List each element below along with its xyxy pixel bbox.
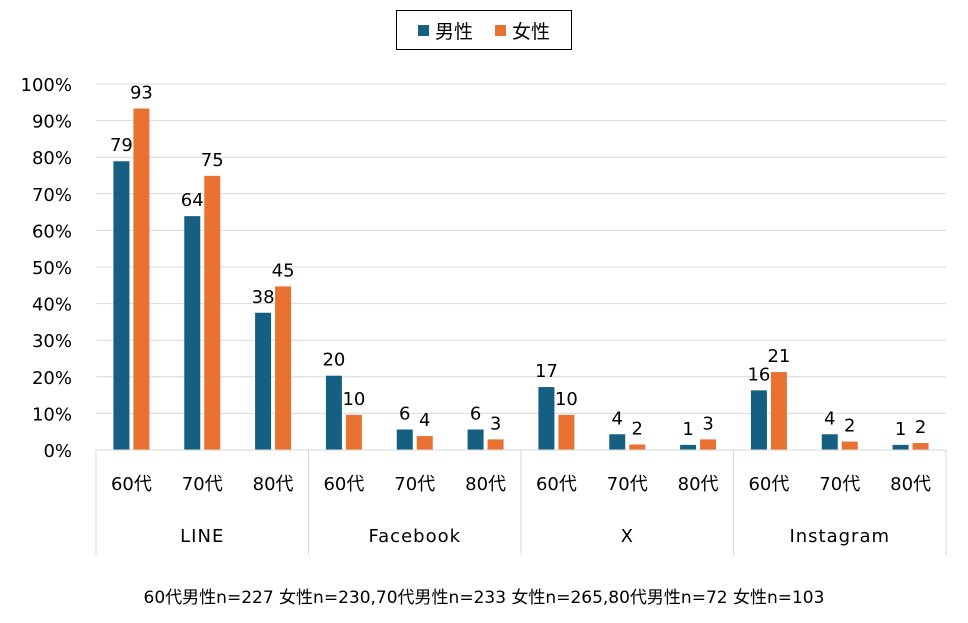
bar-male — [467, 429, 484, 450]
data-label-female: 2 — [844, 416, 855, 437]
x-category-label: 70代 — [819, 474, 860, 495]
data-label-male: 6 — [399, 404, 410, 425]
bar-female — [275, 286, 292, 450]
sample-size-note: 60代男性n=227 女性n=230,70代男性n=233 女性n=265,80… — [143, 588, 825, 608]
x-category-label: 60代 — [111, 474, 152, 495]
y-tick-label: 100% — [21, 75, 72, 96]
legend-item-male: 男性 — [417, 17, 473, 44]
data-label-male: 1 — [895, 419, 906, 440]
x-category-label: 80代 — [890, 474, 931, 495]
bar-female — [700, 439, 717, 450]
legend-swatch-male — [417, 24, 429, 36]
bar-male — [609, 434, 626, 450]
x-category-label: 70代 — [607, 474, 648, 495]
bar-female — [204, 175, 221, 450]
data-label-female: 10 — [555, 389, 578, 410]
y-tick-label: 10% — [32, 404, 72, 425]
y-tick-label: 70% — [32, 185, 72, 206]
x-category-label: 80代 — [465, 474, 506, 495]
data-label-female: 3 — [702, 413, 713, 434]
data-label-female: 4 — [419, 410, 430, 431]
x-category-label: 60代 — [323, 474, 364, 495]
y-tick-label: 30% — [32, 331, 72, 352]
x-category-label: 80代 — [678, 474, 719, 495]
bar-male — [325, 375, 342, 450]
data-label-male: 4 — [824, 408, 835, 429]
x-category-label: 80代 — [253, 474, 294, 495]
legend-label-female: 女性 — [512, 20, 551, 43]
data-label-female: 2 — [915, 417, 926, 438]
data-label-male: 4 — [612, 408, 623, 429]
bar-female — [487, 439, 504, 450]
x-group-label: LINE — [180, 526, 224, 547]
x-axis: 60代 70代 80代 LINE 60代 70代 80代 Facebook 60代 70代 80代 X… — [95, 449, 947, 555]
x-category-label: 70代 — [182, 474, 223, 495]
bar-male — [892, 444, 909, 450]
bar-male — [538, 387, 555, 450]
bar-female — [345, 414, 362, 450]
bar-male — [255, 312, 272, 450]
x-group-label: X — [621, 526, 634, 547]
data-label-female: 21 — [767, 346, 790, 367]
bar-female — [558, 414, 575, 450]
bar-male — [750, 390, 767, 450]
bar-female — [629, 444, 646, 450]
data-label-female: 2 — [632, 419, 643, 440]
bar-female — [912, 443, 929, 450]
data-label-female: 45 — [272, 260, 295, 281]
data-label-male: 38 — [252, 287, 275, 308]
y-tick-label: 0% — [43, 441, 72, 462]
gridlines — [96, 83, 946, 414]
legend: 男性 女性 — [396, 10, 572, 50]
y-axis: 0% 10% 20% 30% 40% 50% 60% 70% 80% 90% 100% — [21, 75, 72, 462]
x-category-label: 60代 — [748, 474, 789, 495]
data-label-male: 64 — [181, 190, 204, 211]
legend-label-male: 男性 — [434, 20, 473, 43]
y-tick-label: 90% — [32, 112, 72, 133]
bar-male — [821, 434, 838, 450]
data-label-male: 1 — [682, 419, 693, 440]
y-tick-label: 40% — [32, 295, 72, 316]
x-category-label: 70代 — [394, 474, 435, 495]
bar-male — [680, 444, 697, 450]
bar-female — [133, 108, 150, 450]
bar-male — [113, 161, 130, 450]
data-label-male: 16 — [747, 364, 770, 385]
legend-item-female: 女性 — [495, 17, 550, 44]
bar-female — [841, 441, 858, 450]
data-label-male: 20 — [322, 350, 345, 371]
bars — [113, 108, 929, 450]
y-tick-label: 80% — [32, 148, 72, 169]
data-label-male: 6 — [470, 404, 481, 425]
y-tick-label: 50% — [32, 258, 72, 279]
x-group-label: Instagram — [789, 526, 890, 547]
data-label-male: 17 — [535, 361, 558, 382]
data-label-female: 3 — [490, 413, 501, 434]
data-label-female: 75 — [201, 150, 224, 171]
legend-swatch-female — [495, 24, 506, 36]
bar-male — [184, 216, 201, 450]
data-label-male: 79 — [110, 135, 133, 156]
bar-male — [396, 429, 413, 450]
x-group-label: Facebook — [368, 526, 461, 547]
bar-female — [770, 372, 787, 450]
y-tick-label: 60% — [32, 221, 72, 242]
y-tick-label: 20% — [32, 368, 72, 389]
data-label-female: 10 — [342, 389, 365, 410]
bar-female — [416, 436, 433, 450]
data-label-female: 93 — [130, 83, 153, 104]
x-category-label: 60代 — [536, 474, 577, 495]
